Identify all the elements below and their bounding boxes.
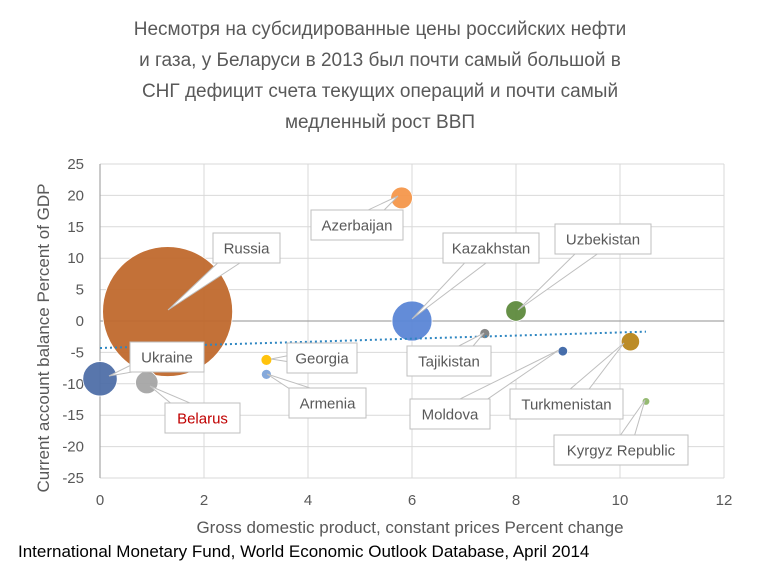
x-tick-label: 12 <box>716 492 733 509</box>
bubble-uzbekistan <box>505 300 527 322</box>
callout-belarus: Belarus <box>149 385 241 434</box>
callout-fill <box>444 234 538 262</box>
title-line-1: Несмотря на субсидированные цены российс… <box>133 19 627 40</box>
y-tick-label: 0 <box>76 313 84 330</box>
callout-fill <box>288 344 356 372</box>
bubble-georgia <box>260 354 273 366</box>
y-tick-label: 20 <box>67 187 84 204</box>
callout-label: Tajikistan <box>418 354 480 371</box>
callout-georgia: Georgia <box>270 342 358 374</box>
callout-label: Ukraine <box>141 350 193 367</box>
x-axis-title: Gross domestic product, constant prices … <box>196 518 624 537</box>
tick-labels: 0 2 4 6 8 10 12 25 20 15 10 5 0 -5 -10 -15 -20 -25 <box>62 156 732 509</box>
title-line-4: медленный рост ВВП <box>284 112 476 133</box>
callout-label: Moldova <box>422 407 479 424</box>
callout-fill <box>166 404 239 432</box>
callout-fill <box>555 436 687 464</box>
callout-label: Uzbekistan <box>566 232 640 249</box>
callout-kazakhstan: Kazakhstan <box>411 232 540 320</box>
bubble-azerbaijan <box>390 186 413 210</box>
x-tick-label: 4 <box>304 492 312 509</box>
callout-label: Turkmenistan <box>521 397 611 414</box>
callout-fill <box>312 211 402 239</box>
callout-fill <box>408 347 490 375</box>
callouts: Russia Ukraine Belarus Azerbaijan Kazakhstan… <box>108 195 689 466</box>
callout-fill <box>131 343 203 371</box>
bubble-tajikistan <box>479 328 491 339</box>
x-tick-label: 10 <box>612 492 629 509</box>
bubble-armenia <box>260 368 272 380</box>
callout-label: Belarus <box>177 411 228 428</box>
callout-moldova: Moldova <box>409 349 560 430</box>
y-tick-label: -20 <box>62 439 84 456</box>
y-tick-label: -5 <box>71 344 84 361</box>
bubble-ukraine <box>82 361 118 397</box>
callout-label: Russia <box>224 241 271 258</box>
callout-fill <box>290 389 365 417</box>
callout-turkmenistan: Turkmenistan <box>509 342 625 420</box>
callout-kyrgyz-republic: Kyrgyz Republic <box>553 399 689 466</box>
bubble-turkmenistan <box>620 332 640 352</box>
callout-armenia: Armenia <box>266 373 367 419</box>
callout-russia: Russia <box>167 232 281 311</box>
y-axis-title: Current account balance Percent of GDP <box>34 183 53 493</box>
callout-label: Kazakhstan <box>452 241 530 258</box>
callout-fill <box>556 225 650 253</box>
x-tick-label: 6 <box>408 492 416 509</box>
callout-label: Georgia <box>295 351 349 368</box>
y-tick-label: 5 <box>76 282 84 299</box>
callout-label: Armenia <box>300 396 357 413</box>
y-tick-label: -25 <box>62 470 84 487</box>
x-tick-label: 8 <box>512 492 520 509</box>
source-note: International Monetary Fund, World Econo… <box>18 542 590 561</box>
title-line-2: и газа, у Беларуси в 2013 был почти самы… <box>139 50 621 71</box>
callout-label: Kyrgyz Republic <box>567 443 676 460</box>
callout-ukraine: Ukraine <box>108 341 205 377</box>
x-tick-label: 2 <box>200 492 208 509</box>
x-tick-label: 0 <box>96 492 104 509</box>
callout-label: Azerbaijan <box>322 218 393 235</box>
title-line-3: СНГ дефицит счета текущих операций и поч… <box>141 81 619 102</box>
bubble-moldova <box>557 345 569 357</box>
y-tick-label: -10 <box>62 376 84 393</box>
callout-fill <box>411 400 489 428</box>
y-tick-label: -15 <box>62 407 84 424</box>
callout-fill <box>214 234 279 262</box>
callout-uzbekistan: Uzbekistan <box>517 223 652 311</box>
y-tick-label: 10 <box>67 250 84 267</box>
y-tick-label: 25 <box>67 156 84 173</box>
chart-title: Несмотря на субсидированные цены российс… <box>40 14 720 138</box>
y-tick-label: 15 <box>67 219 84 236</box>
callout-fill <box>511 390 622 418</box>
callout-azerbaijan: Azerbaijan <box>310 195 404 241</box>
callout-tajikistan: Tajikistan <box>406 332 492 377</box>
